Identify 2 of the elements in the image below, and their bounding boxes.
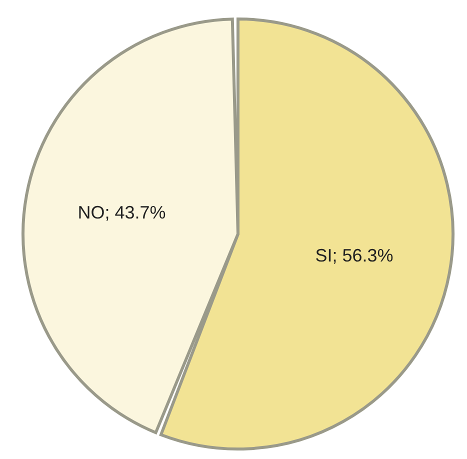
slice-label: SI; 56.3% bbox=[315, 246, 394, 266]
slice-label: NO; 43.7% bbox=[78, 202, 166, 222]
